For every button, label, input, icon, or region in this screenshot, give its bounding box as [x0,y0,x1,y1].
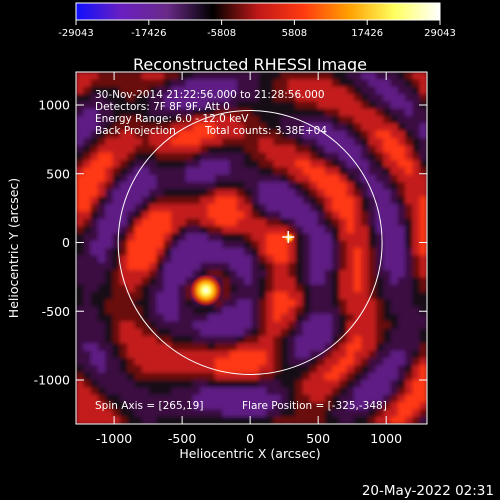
colorbar-tick-label: 5808 [282,28,307,39]
spin-axis-label: Spin Axis = [265,19] [95,400,203,412]
y-tick-label: 0 [62,235,70,250]
y-tick-label: -500 [42,304,70,319]
y-tick-label: -1000 [34,373,70,388]
total-counts-label: Total counts: 3.38E+04 [204,125,327,137]
y-axis-label: Heliocentric Y (arcsec) [6,178,21,318]
chart-title: Reconstructed RHESSI Image [133,55,367,74]
heatmap-image [76,72,427,424]
energy-range-label: Energy Range: 6.0 - 12.0 keV [95,113,249,125]
time-range-label: 30-Nov-2014 21:22:56.000 to 21:28:56.000 [95,89,325,101]
footer-timestamp: 20-May-2022 02:31 [362,483,494,499]
colorbar-tick-label: -29043 [58,28,93,39]
colorbar-tick-label: 29043 [424,28,456,39]
colorbar-ticks: -29043 -17426 -5808 5808 17426 29043 [58,20,456,39]
primary-source [189,274,222,307]
colorbar-tick-label: -5808 [207,28,236,39]
x-axis-label: Heliocentric X (arcsec) [179,446,320,461]
colorbar-tick-label: -17426 [131,28,166,39]
y-tick-label: 1000 [38,98,70,113]
x-tick-label: -1000 [96,431,132,446]
x-tick-label: 0 [246,431,254,446]
x-tick-label: -500 [168,431,196,446]
detectors-label: Detectors: 7F 8F 9F, Att 0 [95,101,230,113]
x-tick-label: 500 [306,431,330,446]
plot-frame [75,71,428,425]
solar-limb-circle [117,110,383,375]
method-label: Back Projection [95,125,176,137]
x-tick-label: 1000 [370,431,402,446]
y-tick-label: 500 [46,166,70,181]
secondary-source [283,232,296,244]
colorbar-tick-label: 17426 [351,28,383,39]
flare-marker [282,231,295,243]
flare-position-label: Flare Position = [-325,-348] [242,400,387,412]
plot-area: -1000 -500 0 500 1000 1000 500 0 -500 -1000 [34,71,428,446]
colorbar [75,2,441,21]
axis-ticks: -1000 -500 0 500 1000 1000 500 0 -500 -1000 [34,72,427,446]
